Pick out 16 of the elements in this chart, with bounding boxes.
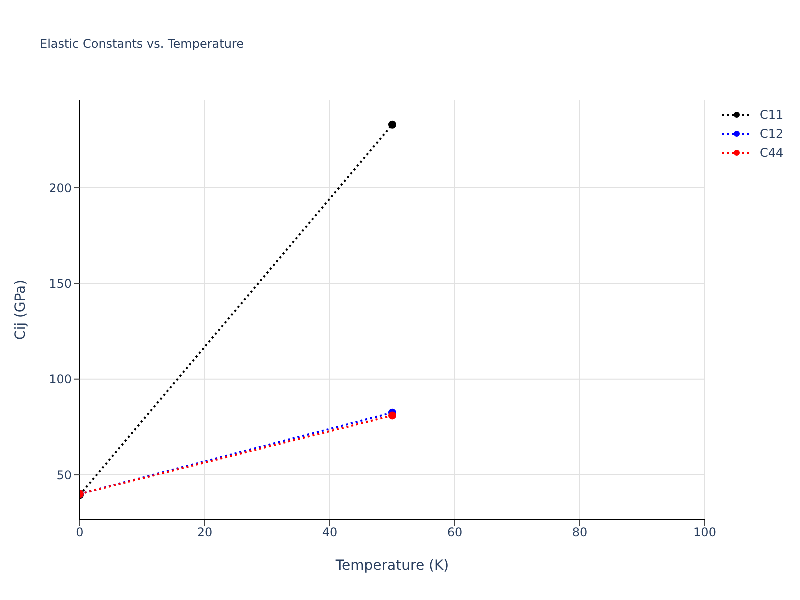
y-tick-label: 150 bbox=[49, 276, 72, 291]
x-tick-label: 20 bbox=[197, 526, 213, 540]
legend-label: C11 bbox=[760, 108, 784, 122]
x-axis-title: Temperature (K) bbox=[334, 558, 450, 574]
y-axis-title: Cij (GPa) bbox=[12, 280, 29, 340]
legend-label: C12 bbox=[760, 126, 784, 140]
x-tick-label: 100 bbox=[694, 526, 716, 540]
x-tick-label: 80 bbox=[572, 526, 588, 540]
y-tick-label: 100 bbox=[49, 372, 72, 387]
y-tick-label: 200 bbox=[49, 181, 72, 196]
chart-title: Elastic Constants vs. Temperature bbox=[40, 37, 244, 51]
legend-label: C44 bbox=[760, 146, 784, 160]
x-tick-label: 60 bbox=[447, 526, 463, 540]
y-tick-label: 50 bbox=[56, 468, 72, 482]
x-tick-label: 40 bbox=[322, 526, 338, 540]
x-tick-label: 0 bbox=[76, 526, 84, 540]
